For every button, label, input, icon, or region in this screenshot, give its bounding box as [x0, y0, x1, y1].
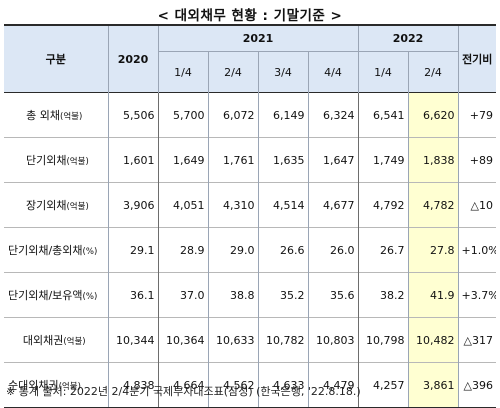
table-cell: 35.6 [307, 272, 358, 318]
table-cell: 38.8 [207, 272, 258, 318]
header-2021-q3: 3/4 [257, 51, 308, 93]
header-2021-q1: 1/4 [157, 51, 208, 93]
row-label-unit: (억불) [60, 112, 83, 122]
table-cell: 10,803 [307, 317, 358, 363]
table-cell: 29.1 [107, 227, 158, 273]
table-cell: 4,051 [157, 182, 208, 228]
table-cell: 10,782 [257, 317, 308, 363]
table-cell: 3,861 [407, 362, 458, 408]
row-label: 단기외채/보유액(%) [4, 272, 108, 318]
table-cell: 1,647 [307, 137, 358, 183]
change-cell: +1.0%p [457, 227, 496, 273]
table-cell: 28.9 [157, 227, 208, 273]
row-label: 단기외채/총외채(%) [4, 227, 108, 273]
table-cell: 4,782 [407, 182, 458, 228]
header-2021: 2021 [157, 25, 358, 52]
table-cell: 5,506 [107, 92, 158, 138]
table-cell: 29.0 [207, 227, 258, 273]
row-label-unit: (%) [82, 247, 98, 257]
table-cell: 4,257 [357, 362, 408, 408]
external-debt-table: 구분 2020 2021 2022 전기비 1/4 2/4 3/4 4/4 1/… [4, 24, 496, 408]
row-label: 순대외채권(억불) [4, 362, 108, 408]
row-label: 단기외채(억불) [4, 137, 108, 183]
row-label-text: 단기외채/총외채 [8, 244, 83, 257]
table-cell: 10,798 [357, 317, 408, 363]
source-footnote: ※ 통계 출처: 2022년 2/4분기 국제투자대조표(잠정) (한국은행, … [6, 385, 361, 398]
table-row: 단기외채/보유액(%) 36.1 37.0 38.8 35.2 35.6 38.2 41.9 +… [4, 272, 496, 318]
table-cell: 4,677 [307, 182, 358, 228]
row-label: 장기외채(억불) [4, 182, 108, 228]
header-2022-q2: 2/4 [407, 51, 458, 93]
table-row: 단기외채(억불) 1,601 1,649 1,761 1,635 1,647 1,749 1,… [4, 137, 496, 183]
table-cell: 10,482 [407, 317, 458, 363]
row-label-unit: (%) [82, 292, 98, 302]
table-cell: 1,761 [207, 137, 258, 183]
table-cell: 26.0 [307, 227, 358, 273]
table-cell: 37.0 [157, 272, 208, 318]
row-label-text: 단기외채/보유액 [8, 289, 83, 302]
table-row: 대외채권(억불) 10,344 10,364 10,633 10,782 10,803 10… [4, 317, 496, 363]
table-cell: 1,649 [157, 137, 208, 183]
table-cell: 4,514 [257, 182, 308, 228]
change-cell: +3.7%p [457, 272, 496, 318]
row-label-text: 대외채권 [22, 334, 64, 347]
table-cell: 4,664 [157, 362, 208, 408]
table-cell: 4,310 [207, 182, 258, 228]
header-2021-q2: 2/4 [207, 51, 258, 93]
table-row: 장기외채(억불) 3,906 4,051 4,310 4,514 4,677 4,792 4,… [4, 182, 496, 228]
change-cell: △396 [457, 362, 496, 408]
table-cell: 1,749 [357, 137, 408, 183]
row-label-unit: (억불) [66, 157, 89, 167]
change-cell: +79 [457, 92, 496, 138]
header-category: 구분 [4, 25, 108, 93]
table-cell: 6,149 [257, 92, 308, 138]
row-label-text: 총 외채 [26, 109, 61, 122]
header-2022-q1: 1/4 [357, 51, 408, 93]
table-row: 총 외채(억불) 5,506 5,700 6,072 6,149 6,324 6,541 6,… [4, 92, 496, 138]
change-cell: △317 [457, 317, 496, 363]
table-cell: 6,620 [407, 92, 458, 138]
table-row: 순대외채권(억불) 4,838 4,664 4,562 4,633 4,479 4,257 3… [4, 362, 496, 408]
header-2021-q4: 4/4 [307, 51, 358, 93]
table-cell: 36.1 [107, 272, 158, 318]
row-label-text: 단기외채 [26, 154, 67, 167]
change-cell: +89 [457, 137, 496, 183]
table-cell: 26.6 [257, 227, 308, 273]
row-label-unit: (억불) [58, 382, 81, 392]
table-cell: 6,324 [307, 92, 358, 138]
table-cell: 10,364 [157, 317, 208, 363]
table-cell: 41.9 [407, 272, 458, 318]
table-cell: 38.2 [357, 272, 408, 318]
table-cell: 4,838 [107, 362, 158, 408]
row-label-unit: (억불) [63, 337, 86, 347]
table-cell: 5,700 [157, 92, 208, 138]
table-cell: 27.8 [407, 227, 458, 273]
row-label-text: 순대외채권 [8, 379, 59, 392]
change-cell: △10 [457, 182, 496, 228]
table-cell: 1,601 [107, 137, 158, 183]
row-label-unit: (억불) [66, 202, 89, 212]
header-2020: 2020 [107, 25, 158, 93]
row-label-text: 장기외채 [26, 199, 67, 212]
table-cell: 6,072 [207, 92, 258, 138]
table-cell: 1,838 [407, 137, 458, 183]
table-cell: 10,344 [107, 317, 158, 363]
header-change: 전기비 [457, 25, 496, 93]
table-cell: 4,792 [357, 182, 408, 228]
table-cell: 6,541 [357, 92, 408, 138]
row-label: 총 외채(억불) [4, 92, 108, 138]
table-cell: 10,633 [207, 317, 258, 363]
table-cell: 4,633 [257, 362, 308, 408]
table-row: 단기외채/총외채(%) 29.1 28.9 29.0 26.6 26.0 26.7 27.8 +… [4, 227, 496, 273]
table-cell: 1,635 [257, 137, 308, 183]
table-cell: 26.7 [357, 227, 408, 273]
header-2022: 2022 [357, 25, 458, 52]
row-label: 대외채권(억불) [4, 317, 108, 363]
table-title: < 대외채무 현황 : 기말기준 > [157, 8, 343, 24]
table-cell: 3,906 [107, 182, 158, 228]
table-cell: 35.2 [257, 272, 308, 318]
